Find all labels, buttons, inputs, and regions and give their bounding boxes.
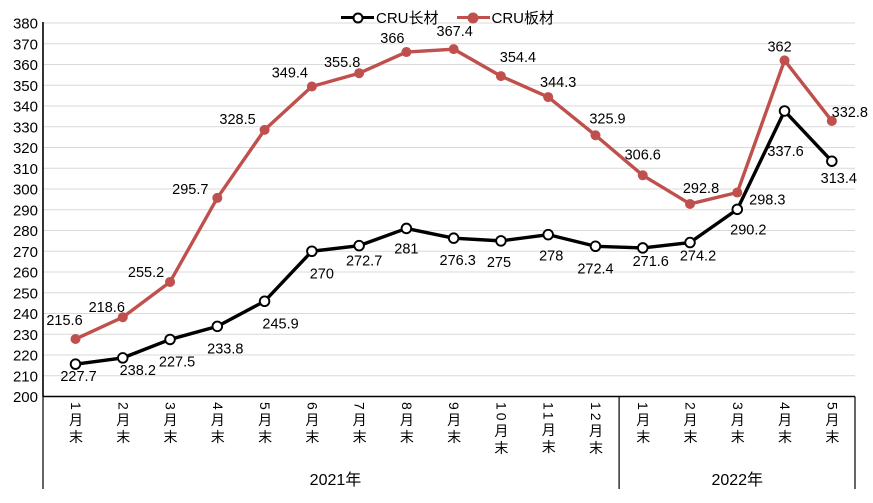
data-point-label: 255.2 [128,265,164,281]
legend-label: CRU板材 [491,10,555,27]
data-point-marker [731,203,744,216]
data-point-label: 349.4 [272,65,308,81]
data-point-marker [69,358,82,370]
y-axis-tick-label: 280 [13,223,38,240]
data-point-marker [636,242,649,254]
data-point-label: 271.6 [633,254,669,270]
data-point-marker [448,44,459,55]
y-axis-tick-label: 330 [13,119,38,136]
data-point-label: 298.3 [749,193,785,209]
filled-circle-line-marker-icon [456,12,490,23]
data-point-label: 276.3 [440,253,476,269]
data-point-marker [447,232,460,244]
data-point-label: 270 [310,266,334,282]
legend: CRU长材 CRU板材 [341,7,554,28]
data-point-label: 292.8 [683,181,719,197]
data-point-marker [70,334,81,345]
y-axis-tick-label: 370 [13,36,38,53]
data-point-label: 275 [487,255,511,271]
data-point-marker [211,320,224,333]
data-point-label: 238.2 [120,363,156,379]
y-axis-tick-label: 240 [13,306,38,323]
data-point-marker [165,276,176,287]
data-point-label: 233.8 [207,341,243,357]
y-axis-tick-label: 340 [13,99,38,116]
y-axis-tick-label: 250 [13,285,38,302]
data-point-label: 274.2 [680,249,716,265]
y-axis-tick-label: 200 [13,389,38,406]
y-axis-tick-label: 260 [13,265,38,282]
data-point-marker [400,222,413,235]
open-circle-line-marker-icon [341,12,374,23]
filled-circle-icon [467,12,479,23]
data-point-marker [164,333,176,346]
y-axis-tick-label: 220 [13,348,38,365]
y-axis-tick-label: 270 [13,244,38,261]
data-point-label: 278 [539,249,563,265]
y-axis-tick-label: 300 [13,182,38,199]
data-point-label: 272.7 [346,254,382,270]
y-axis-tick-label: 320 [13,140,38,157]
data-point-label: 332.8 [832,105,868,121]
data-point-label: 245.9 [262,316,298,332]
y-axis-tick-label: 290 [13,202,38,219]
y-axis-tick-label: 380 [13,16,38,33]
data-point-label: 366 [380,31,404,47]
data-point-marker [542,228,554,241]
legend-label: CRU长材 [376,10,439,27]
data-point-label: 362 [767,39,791,55]
data-point-marker [353,239,365,252]
data-point-label: 290.2 [730,222,766,238]
y-axis-tick-label: 350 [13,78,38,95]
data-point-label: 281 [394,241,418,257]
data-point-marker [212,192,223,203]
y-axis-tick-label: 230 [13,327,38,344]
data-point-marker [259,124,270,135]
legend-item-cru-bancai: CRU板材 [456,7,555,28]
data-point-marker [732,187,743,198]
data-point-label: 344.3 [540,75,576,91]
data-point-label: 306.6 [625,147,661,163]
y-axis-tick-label: 210 [13,368,38,385]
data-point-marker [589,240,602,253]
data-point-label: 355.8 [324,55,360,71]
data-point-label: 218.6 [89,300,125,316]
data-point-marker [826,115,837,126]
data-point-label: 367.4 [437,24,473,40]
data-point-marker [495,71,506,82]
data-point-marker [401,47,412,58]
legend-item-cru-changcai: CRU长材 [341,7,439,28]
data-point-marker [779,55,790,66]
y-axis-tick-label: 360 [13,57,38,74]
data-point-label: 337.6 [767,144,803,160]
data-point-marker [306,81,317,92]
data-point-marker [637,170,648,181]
open-circle-icon [352,12,363,23]
data-point-marker [495,235,507,247]
data-point-label: 272.4 [577,261,613,277]
data-point-label: 227.7 [60,369,96,385]
data-point-label: 295.7 [172,182,208,198]
data-point-marker [543,92,554,103]
data-point-label: 227.5 [159,354,195,370]
data-point-label: 328.5 [219,112,255,128]
data-point-marker [684,236,696,249]
data-point-marker [778,105,791,117]
data-point-marker [258,295,271,308]
data-point-marker [826,155,838,167]
data-point-label: 313.4 [821,171,857,187]
data-point-label: 325.9 [589,111,625,127]
y-axis-tick-label: 310 [13,161,38,178]
data-point-marker [117,312,128,323]
data-point-marker [306,245,318,257]
data-point-label: 215.6 [46,313,82,329]
data-point-label: 354.4 [500,50,536,66]
data-point-marker [117,352,129,364]
data-point-marker [685,198,696,209]
data-point-marker [354,68,365,79]
data-point-marker [590,130,601,141]
